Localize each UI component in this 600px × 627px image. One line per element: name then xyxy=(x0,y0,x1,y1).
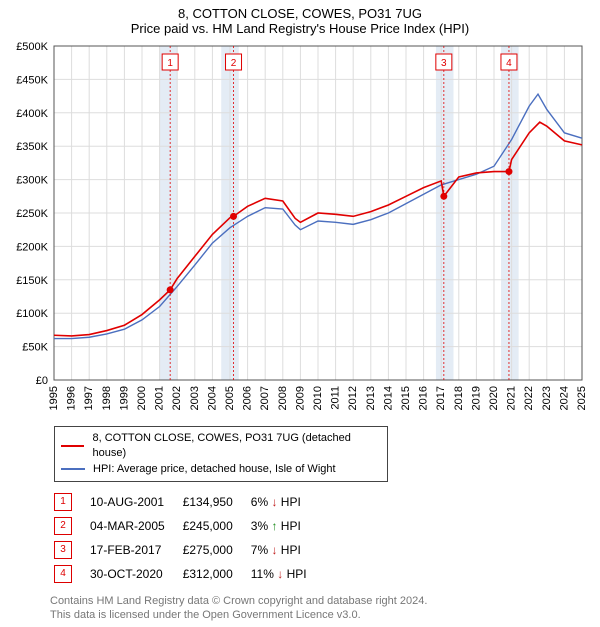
svg-text:2020: 2020 xyxy=(488,386,500,410)
legend-label: HPI: Average price, detached house, Isle… xyxy=(93,462,336,477)
transaction-price: £134,950 xyxy=(179,490,247,514)
marker-number: 3 xyxy=(54,541,72,559)
svg-text:2002: 2002 xyxy=(171,386,183,410)
chart-area: £0 £50K £100K £150K £200K £250K £300K £350K £400… xyxy=(8,40,592,420)
legend-swatch xyxy=(61,468,85,470)
svg-text:2003: 2003 xyxy=(189,386,201,410)
transaction-delta: 7% ↓ HPI xyxy=(251,543,301,557)
arrow-down-icon: ↓ xyxy=(271,495,277,509)
table-row: 3 17-FEB-2017£275,000 7% ↓ HPI xyxy=(50,538,321,562)
svg-text:2022: 2022 xyxy=(523,386,535,410)
transaction-date: 30-OCT-2020 xyxy=(86,562,179,586)
transaction-price: £312,000 xyxy=(179,562,247,586)
svg-text:3: 3 xyxy=(441,58,447,69)
transaction-price: £275,000 xyxy=(179,538,247,562)
svg-text:£0: £0 xyxy=(36,375,48,387)
svg-text:2023: 2023 xyxy=(541,386,553,410)
footer-attribution: Contains HM Land Registry data © Crown c… xyxy=(50,594,592,623)
svg-text:2017: 2017 xyxy=(435,386,447,410)
svg-text:£200K: £200K xyxy=(16,241,48,253)
svg-text:2014: 2014 xyxy=(382,386,394,410)
transaction-price: £245,000 xyxy=(179,514,247,538)
marker-number: 2 xyxy=(54,517,72,535)
svg-text:2012: 2012 xyxy=(347,386,359,410)
svg-text:1998: 1998 xyxy=(101,386,113,410)
svg-text:2018: 2018 xyxy=(453,386,465,410)
legend-item: 8, COTTON CLOSE, COWES, PO31 7UG (detach… xyxy=(61,431,381,462)
marker-number: 1 xyxy=(54,493,72,511)
svg-text:£150K: £150K xyxy=(16,275,48,287)
svg-text:2009: 2009 xyxy=(294,386,306,410)
svg-text:2007: 2007 xyxy=(259,386,271,410)
svg-text:1999: 1999 xyxy=(118,386,130,410)
legend-item: HPI: Average price, detached house, Isle… xyxy=(61,462,381,477)
svg-text:2016: 2016 xyxy=(418,386,430,410)
transaction-date: 04-MAR-2005 xyxy=(86,514,179,538)
marker-number: 4 xyxy=(54,565,72,583)
line-chart: £0 £50K £100K £150K £200K £250K £300K £350K £400… xyxy=(8,40,592,420)
svg-text:1: 1 xyxy=(167,58,173,69)
svg-text:£500K: £500K xyxy=(16,41,48,53)
transaction-delta: 11% ↓ HPI xyxy=(251,567,307,581)
chart-subtitle: Price paid vs. HM Land Registry's House … xyxy=(8,21,592,36)
legend: 8, COTTON CLOSE, COWES, PO31 7UG (detach… xyxy=(54,426,388,482)
table-row: 2 04-MAR-2005£245,000 3% ↑ HPI xyxy=(50,514,321,538)
transaction-delta: 3% ↑ HPI xyxy=(251,519,301,533)
legend-label: 8, COTTON CLOSE, COWES, PO31 7UG (detach… xyxy=(92,431,381,462)
legend-swatch xyxy=(61,445,84,447)
svg-text:2019: 2019 xyxy=(470,386,482,410)
svg-text:2025: 2025 xyxy=(576,386,588,410)
svg-text:£400K: £400K xyxy=(16,108,48,120)
svg-text:2000: 2000 xyxy=(136,386,148,410)
svg-text:2021: 2021 xyxy=(506,386,518,410)
svg-text:4: 4 xyxy=(506,58,512,69)
svg-text:2024: 2024 xyxy=(558,386,570,410)
footer-line2: This data is licensed under the Open Gov… xyxy=(50,608,592,622)
svg-text:2001: 2001 xyxy=(154,386,166,410)
svg-text:1996: 1996 xyxy=(66,386,78,410)
svg-text:2: 2 xyxy=(231,58,237,69)
footer-line1: Contains HM Land Registry data © Crown c… xyxy=(50,594,592,608)
svg-text:2006: 2006 xyxy=(242,386,254,410)
svg-text:£300K: £300K xyxy=(16,175,48,187)
transaction-delta: 6% ↓ HPI xyxy=(251,495,301,509)
svg-text:1995: 1995 xyxy=(48,386,60,410)
svg-text:£50K: £50K xyxy=(22,342,48,354)
svg-text:2008: 2008 xyxy=(277,386,289,410)
transaction-date: 17-FEB-2017 xyxy=(86,538,179,562)
table-row: 4 30-OCT-2020£312,000 11% ↓ HPI xyxy=(50,562,321,586)
svg-text:1997: 1997 xyxy=(83,386,95,410)
transactions-table: 1 10-AUG-2001£134,950 6% ↓ HPI 2 04-MAR-2005… xyxy=(50,490,321,586)
arrow-down-icon: ↓ xyxy=(271,543,277,557)
svg-text:£350K: £350K xyxy=(16,141,48,153)
svg-text:£100K: £100K xyxy=(16,308,48,320)
svg-text:2005: 2005 xyxy=(224,386,236,410)
svg-text:£250K: £250K xyxy=(16,208,48,220)
svg-text:2015: 2015 xyxy=(400,386,412,410)
svg-text:2011: 2011 xyxy=(330,386,342,410)
arrow-down-icon: ↓ xyxy=(277,567,283,581)
chart-title: 8, COTTON CLOSE, COWES, PO31 7UG xyxy=(8,6,592,21)
svg-text:2013: 2013 xyxy=(365,386,377,410)
svg-text:2004: 2004 xyxy=(206,386,218,410)
svg-text:2010: 2010 xyxy=(312,386,324,410)
arrow-up-icon: ↑ xyxy=(271,519,277,533)
svg-text:£450K: £450K xyxy=(16,74,48,86)
table-row: 1 10-AUG-2001£134,950 6% ↓ HPI xyxy=(50,490,321,514)
transaction-date: 10-AUG-2001 xyxy=(86,490,179,514)
